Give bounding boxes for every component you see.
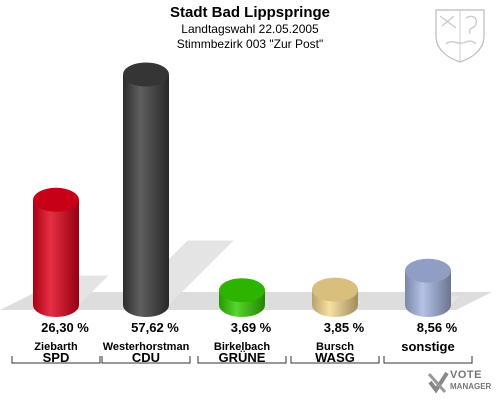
group-bracket-gr-ne: [197, 356, 287, 364]
bar-top-gr-ne: [219, 278, 265, 303]
logo-word-vote: VOTE: [450, 369, 482, 381]
vote-manager-logo: VOTE MANAGER: [427, 368, 499, 398]
bar-body-cdu: [123, 74, 169, 318]
bar-top-cdu: [123, 62, 169, 87]
coat-of-arms-icon: [435, 9, 485, 63]
value-label-sonstige: 8,56 %: [417, 320, 458, 335]
bar-cdu: [123, 62, 169, 318]
group-bracket-spd: [11, 356, 101, 364]
bar-gr-ne: [219, 278, 265, 317]
bar-body-spd: [33, 199, 79, 317]
party-label-gr-ne: GRÜNE: [219, 350, 266, 365]
election-subtitle: Landtagswahl 22.05.2005: [181, 22, 319, 36]
group-bracket-cdu: [101, 356, 191, 364]
candidate-label-wasg: Bursch: [316, 341, 354, 353]
group-bracket-sonstige: [383, 356, 473, 364]
value-label-cdu: 57,62 %: [131, 320, 179, 335]
district-subtitle: Stimmbezirk 003 "Zur Post": [176, 37, 324, 51]
bar-wasg: [312, 277, 358, 317]
group-bracket-wasg: [290, 356, 380, 364]
candidate-label-spd: Ziebarth: [34, 341, 78, 353]
chart-title: Stadt Bad Lippspringe: [169, 4, 330, 21]
logo-word-manager: MANAGER: [450, 382, 492, 391]
bar-spd: [33, 187, 79, 317]
value-label-spd: 26,30 %: [41, 320, 89, 335]
bar-top-spd: [33, 187, 79, 212]
value-label-gr-ne: 3,69 %: [231, 320, 272, 335]
party-label-wasg: WASG: [315, 350, 355, 365]
candidate-label-cdu: Westerhorstman: [103, 341, 190, 353]
party-label-spd: SPD: [43, 350, 70, 365]
vote-manager-logo-icon: [427, 371, 449, 394]
value-label-wasg: 3,85 %: [324, 320, 365, 335]
bar-top-wasg: [312, 277, 358, 302]
party-label-sonstige: sonstige: [401, 339, 454, 354]
bar-sonstige: [405, 258, 451, 317]
bar-body-sonstige: [405, 270, 451, 317]
candidate-label-gr-ne: Birkelbach: [214, 341, 271, 353]
party-label-cdu: CDU: [132, 350, 160, 365]
bar-top-sonstige: [405, 258, 451, 283]
